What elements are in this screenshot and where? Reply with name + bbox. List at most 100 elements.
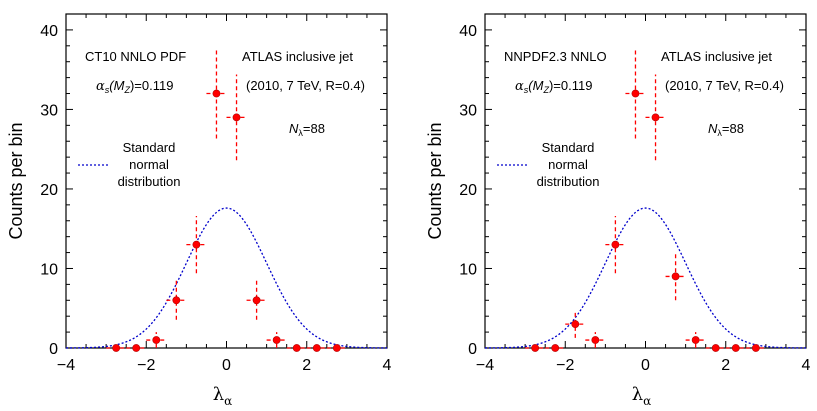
x-axis-title: λα: [632, 384, 652, 408]
data-point: [132, 344, 141, 352]
data-point-group: [226, 74, 247, 161]
alpha-value: )=0.119: [549, 78, 593, 93]
data-point: [272, 336, 281, 344]
y-tick-label: 20: [459, 182, 477, 199]
x-axis-symbol: λ: [632, 384, 643, 405]
alpha-subscript-z: Z: [123, 85, 130, 95]
data-point: [671, 272, 680, 281]
data-point-group: [266, 332, 287, 348]
data-point: [332, 344, 341, 352]
data-point: [172, 296, 181, 305]
alpha-symbol: α: [96, 79, 105, 94]
x-tick-label: 2: [721, 357, 730, 374]
data-point: [731, 344, 740, 352]
data-point: [312, 344, 321, 352]
x-axis-subscript: α: [643, 394, 651, 408]
x-tick-label: 4: [802, 357, 811, 374]
n-value: =88: [303, 121, 325, 136]
data-point: [212, 89, 221, 98]
data-point: [551, 344, 560, 352]
legend-line-3: distribution: [118, 174, 181, 189]
data-point-group: [585, 332, 606, 348]
x-tick-label: −2: [137, 357, 155, 374]
data-point-group: [326, 344, 347, 352]
y-tick-label: 10: [459, 261, 477, 278]
data-point-group: [605, 215, 626, 274]
data-point-group: [745, 344, 766, 352]
data-point-group: [665, 252, 686, 301]
x-tick-label: −4: [57, 357, 75, 374]
y-tick-label: 40: [40, 23, 58, 40]
pdf-label: CT10 NNLO PDF: [85, 49, 186, 64]
data-point-group: [166, 280, 187, 320]
legend-line-1: Standard: [123, 140, 176, 155]
data-point-group: [525, 344, 546, 352]
legend-line-2: normal: [548, 157, 588, 172]
npoints-label: Nλ=88: [708, 121, 744, 138]
data-point: [631, 89, 640, 98]
alpha-subscript: s: [105, 85, 110, 95]
data-point-group: [685, 332, 706, 348]
x-tick-label: 4: [383, 357, 392, 374]
n-subscript: λ: [298, 128, 303, 138]
n-symbol: N: [289, 121, 299, 136]
data-point: [751, 344, 760, 352]
data-point: [192, 240, 201, 249]
n-symbol: N: [708, 121, 718, 136]
n-subscript: λ: [717, 128, 722, 138]
experiment-label: ATLAS inclusive jet: [661, 49, 772, 64]
alpha-subscript-z: Z: [542, 85, 549, 95]
alpha-label: αs(MZ)=0.119: [515, 78, 592, 95]
x-axis-title: λα: [213, 384, 233, 408]
experiment-label: ATLAS inclusive jet: [242, 49, 353, 64]
plot-frame: [484, 13, 807, 349]
legend-line-2: normal: [129, 157, 169, 172]
y-axis-title: Counts per bin: [6, 122, 26, 239]
conditions-label: (2010, 7 TeV, R=0.4): [246, 78, 365, 93]
y-tick-label: 20: [40, 182, 58, 199]
y-tick-label: 40: [459, 23, 477, 40]
alpha-value: )=0.119: [130, 78, 174, 93]
alpha-label: αs(MZ)=0.119: [96, 78, 173, 95]
data-point-group: [106, 344, 127, 352]
y-axis-title: Counts per bin: [425, 122, 445, 239]
x-tick-label: 0: [222, 357, 231, 374]
npoints-label: Nλ=88: [289, 121, 325, 138]
data-point-group: [545, 344, 566, 352]
data-point: [591, 336, 600, 344]
data-point: [152, 336, 161, 344]
data-point-group: [286, 344, 307, 352]
data-point: [611, 240, 620, 249]
data-point-group: [186, 215, 207, 274]
y-tick-label: 0: [49, 341, 58, 358]
data-point: [252, 296, 261, 305]
data-point-group: [705, 344, 726, 352]
y-tick-label: 30: [40, 102, 58, 119]
pdf-label: NNPDF2.3 NNLO: [504, 49, 607, 64]
x-axis-symbol: λ: [213, 384, 224, 405]
x-axis-subscript: α: [224, 394, 232, 408]
y-tick-label: 10: [40, 261, 58, 278]
x-tick-label: −2: [556, 357, 574, 374]
data-point: [691, 336, 700, 344]
y-tick-label: 30: [459, 102, 477, 119]
x-tick-label: 0: [641, 357, 650, 374]
data-point-group: [725, 344, 746, 352]
legend-line-3: distribution: [537, 174, 600, 189]
data-point: [711, 344, 720, 352]
conditions-label: (2010, 7 TeV, R=0.4): [665, 78, 784, 93]
data-point: [112, 344, 121, 352]
data-point-group: [146, 332, 167, 348]
data-point: [232, 113, 241, 122]
data-point-group: [645, 74, 666, 161]
alpha-mid: (M: [528, 78, 543, 93]
alpha-subscript: s: [524, 85, 529, 95]
alpha-mid: (M: [109, 78, 124, 93]
n-value: =88: [722, 121, 744, 136]
alpha-symbol: α: [515, 79, 524, 94]
plot-frame: [65, 13, 388, 349]
data-point-group: [206, 48, 227, 139]
